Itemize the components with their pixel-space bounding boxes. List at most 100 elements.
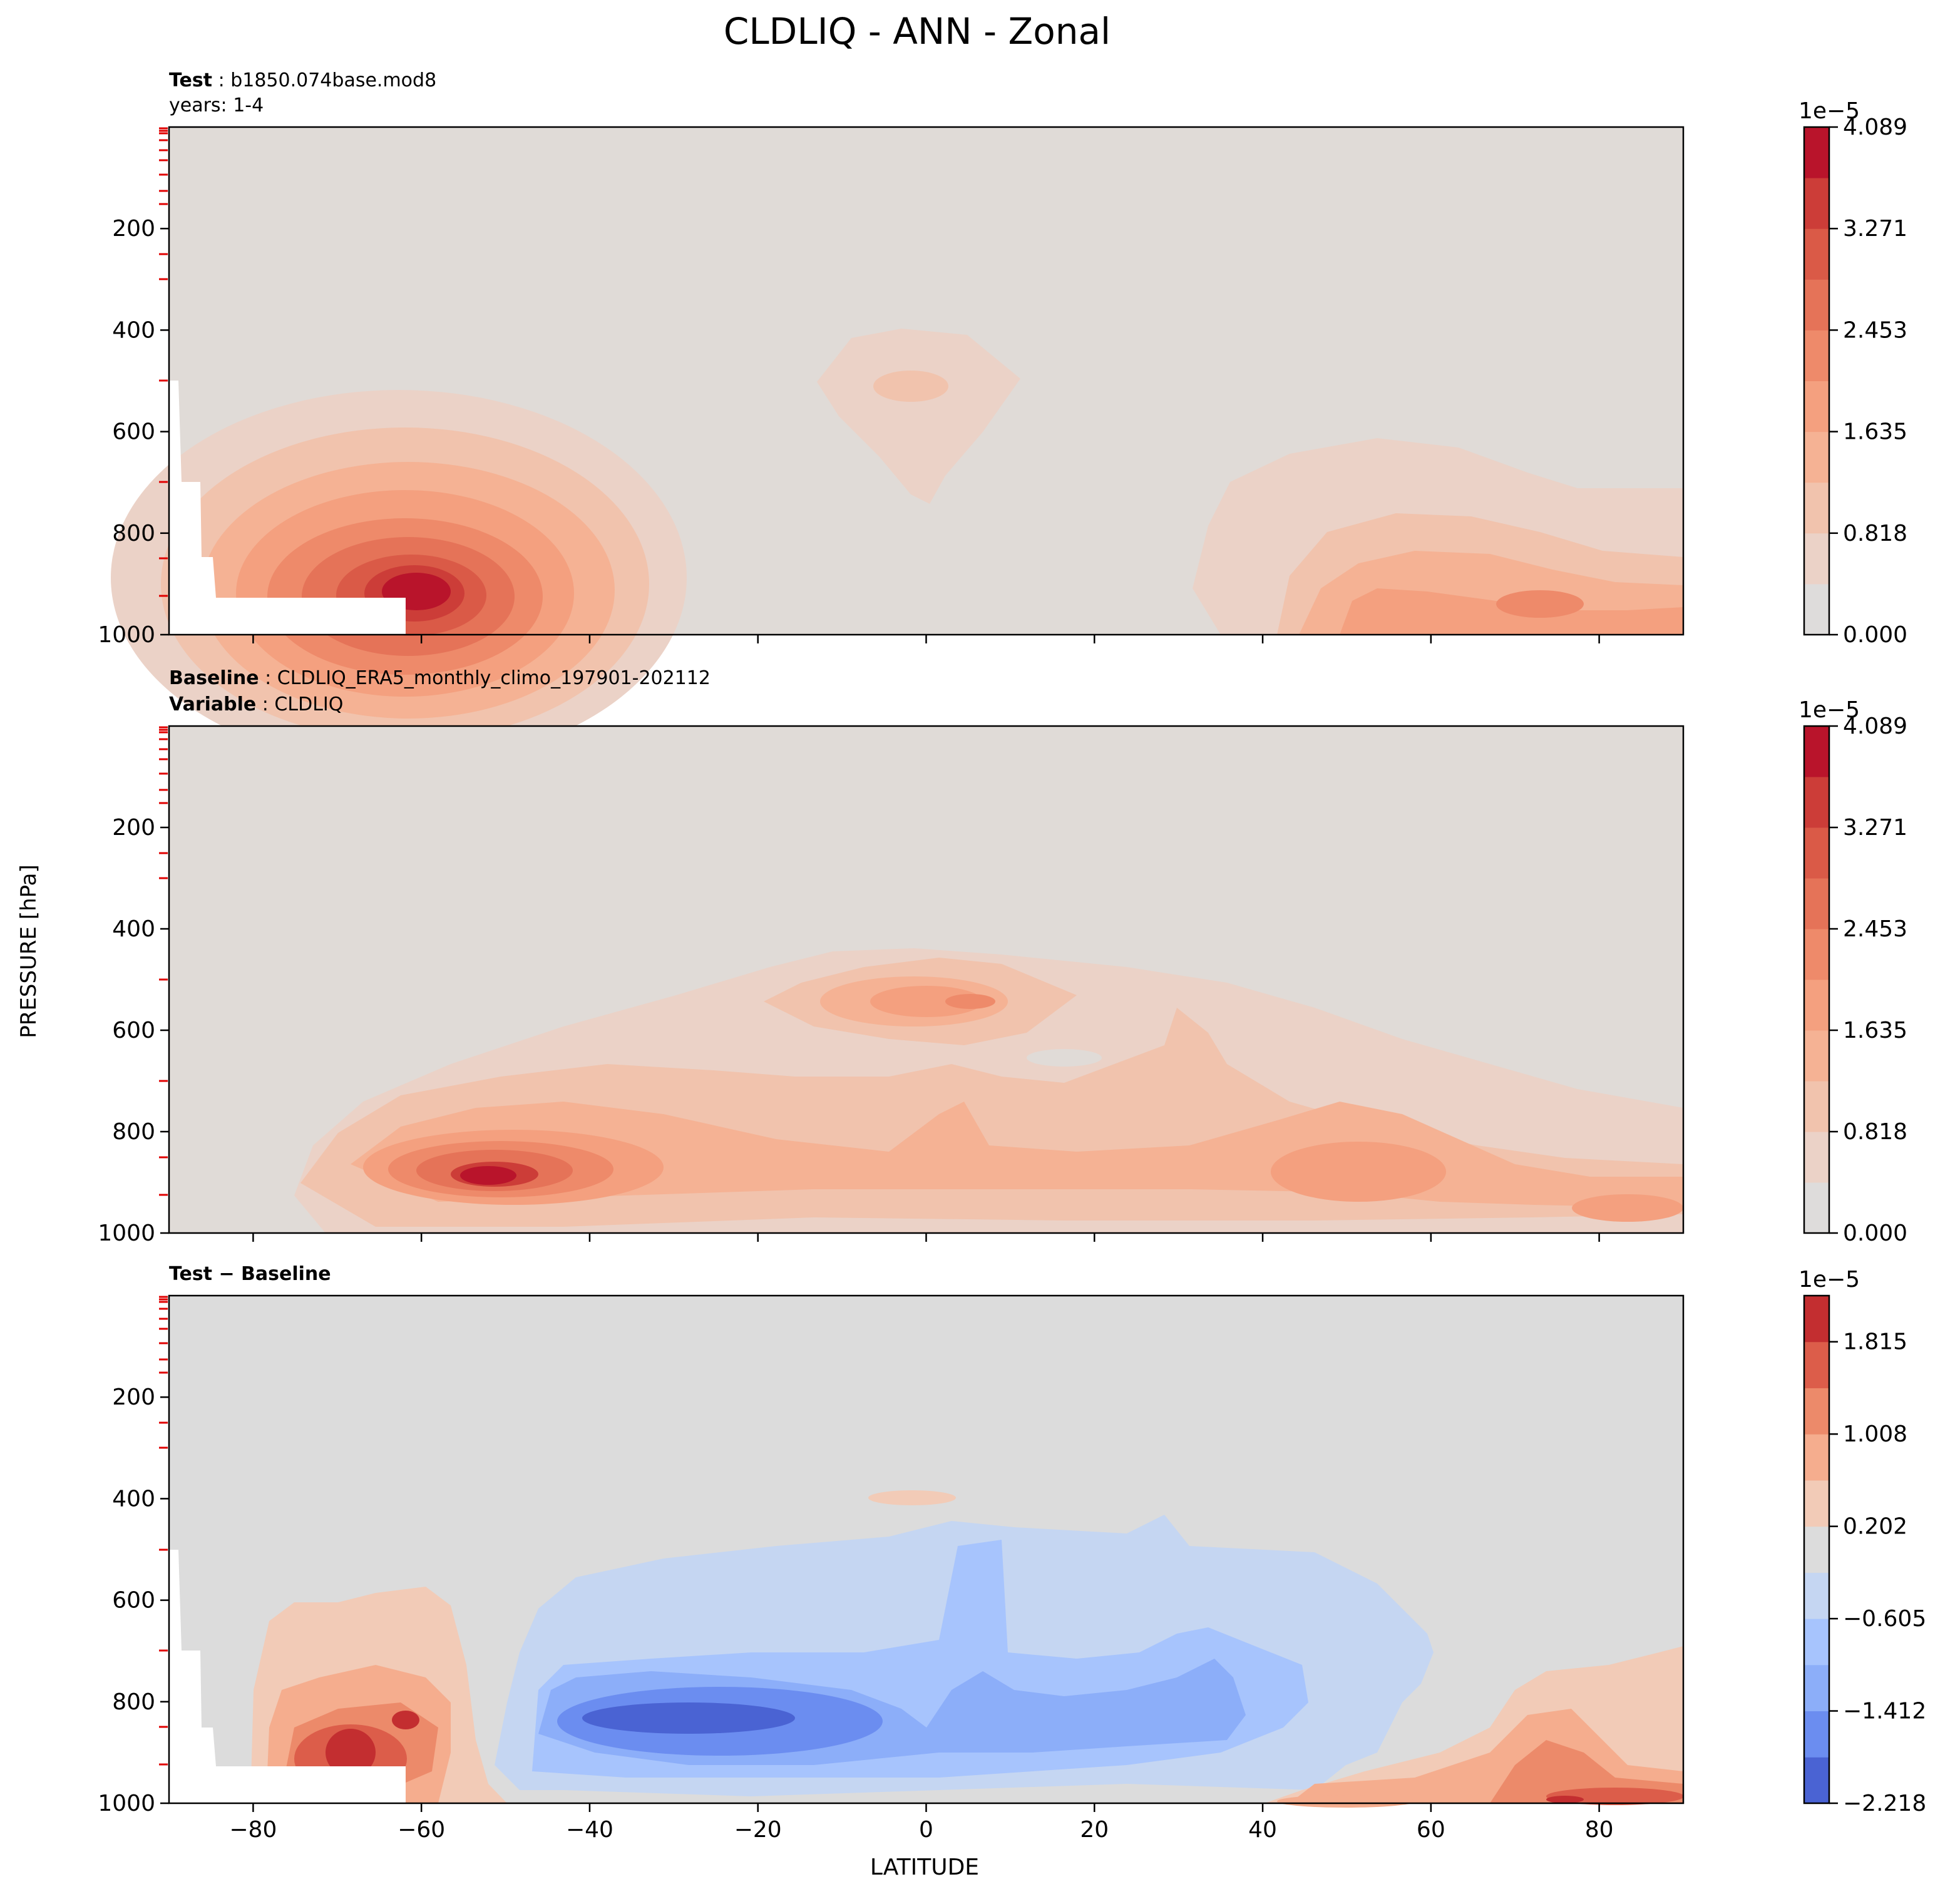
contours-diff-north (868, 1490, 1684, 1808)
colorbar-tick-label: 3.271 (1843, 216, 1907, 242)
panel-test-header-line-1: Test : b1850.074base.mod8 (169, 69, 436, 91)
contours-diff-negative (495, 1515, 1434, 1796)
y-tick-label: 400 (112, 317, 155, 343)
colorbar-bin (1804, 1182, 1829, 1234)
colorbar-tick-label: 1.635 (1843, 1018, 1907, 1043)
panel-baseline-header-line-2: Variable : CLDLIQ (169, 694, 343, 715)
colorbar-exponent: 1e−5 (1798, 1267, 1860, 1292)
y-tick-label: 200 (112, 1385, 155, 1410)
contour-level (868, 1490, 956, 1505)
y-tick-label: 200 (112, 815, 155, 841)
colorbar-bin (1804, 1526, 1829, 1573)
x-tick-label: −40 (566, 1817, 613, 1843)
colorbar-bin (1804, 330, 1829, 381)
colorbar-bin (1804, 726, 1829, 777)
y-tick-label: 600 (112, 1588, 155, 1614)
contour-level (326, 1729, 376, 1776)
colorbar-bin (1804, 1132, 1829, 1183)
y-tick-label: 200 (112, 216, 155, 242)
x-tick-label: −80 (229, 1817, 277, 1843)
contour-level (873, 371, 948, 402)
colorbar-bin (1804, 1388, 1829, 1435)
contour-level (870, 986, 983, 1017)
contours-test-tropics (817, 329, 1020, 504)
x-tick-label: 60 (1417, 1817, 1445, 1843)
y-tick-label: 400 (112, 1486, 155, 1512)
contours-test-north (1193, 438, 1683, 635)
panel-baseline-header-bold: Baseline (169, 667, 259, 689)
colorbar-bin (1804, 482, 1829, 534)
contour-level (817, 329, 1020, 504)
colorbar-bin (1804, 279, 1829, 330)
x-axis-baseline (252, 1233, 1600, 1242)
colorbar-bin (1804, 777, 1829, 828)
panel-baseline-header-line-1: Baseline : CLDLIQ_ERA5_monthly_climo_197… (169, 667, 711, 689)
pressure-level-markers (159, 726, 168, 1196)
missing-data-mask (169, 1550, 406, 1803)
colorbar-bin (1804, 1341, 1829, 1388)
colorbar-tick-label: 0.818 (1843, 1119, 1907, 1145)
contours-baseline (294, 948, 1683, 1233)
colorbar-bin (1804, 381, 1829, 433)
colorbar-tick-label: −2.218 (1843, 1791, 1926, 1816)
y-axis-baseline: 200 400 600 800 1000 (98, 815, 169, 1246)
contour-level (1277, 1795, 1415, 1808)
plot-area: 200 400 600 800 1000 −80 −60 −40 −20 0 20 40 60 80 (98, 1294, 1685, 1843)
y-tick-label: 800 (112, 1119, 155, 1145)
y-tick-label: 600 (112, 1018, 155, 1043)
colorbar-tick-label: 2.453 (1843, 916, 1907, 942)
colorbar-bin (1804, 1572, 1829, 1619)
colorbar-frame (1803, 126, 1830, 636)
colorbar-bin (1804, 1711, 1829, 1758)
panel-test-header-years: years: 1-4 (169, 95, 264, 116)
y-axis-test: 200 400 600 800 1000 (98, 216, 169, 648)
colorbar-exponent: 1e−5 (1798, 697, 1860, 723)
x-tick-label: 20 (1080, 1817, 1109, 1843)
x-axis-diff: −80 −60 −40 −20 0 20 40 60 80 (229, 1803, 1614, 1843)
colorbar-bin (1804, 1664, 1829, 1712)
colorbar-frame (1803, 725, 1830, 1234)
x-tick-label: 0 (919, 1817, 933, 1843)
y-axis-diff: 200 400 600 800 1000 (98, 1385, 169, 1816)
colorbar-tick-label: 1.635 (1843, 419, 1907, 445)
contour-level (1496, 590, 1584, 618)
plot-area: 200 400 600 800 1000 (98, 725, 1685, 1246)
colorbar-tick-label: 1.008 (1843, 1421, 1907, 1447)
colorbar-bin (1804, 1757, 1829, 1804)
colorbar-bin (1804, 878, 1829, 929)
y-tick-label: 400 (112, 916, 155, 942)
x-tick-label: −60 (398, 1817, 445, 1843)
y-tick-label: 800 (112, 521, 155, 546)
colorbar-bin (1804, 1480, 1829, 1527)
contour-level (1271, 1142, 1446, 1202)
pressure-level-markers (159, 1296, 168, 1766)
contour-level (460, 1166, 516, 1185)
colorbar-tick-label: −0.605 (1843, 1606, 1926, 1632)
plot-area: 200 400 600 800 1000 (98, 126, 1685, 765)
colorbar-tick-label: 0.000 (1843, 622, 1907, 648)
colorbar-bin (1804, 980, 1829, 1031)
panel-diff: Test − Baseline (98, 1263, 1926, 1843)
contour-level (392, 1711, 419, 1729)
colorbar-tick-label: 0.202 (1843, 1514, 1907, 1540)
panel-diff-header-bold: Test − Baseline (169, 1263, 331, 1285)
colorbar-tick-label: 0.000 (1843, 1221, 1907, 1246)
colorbar-bin (1804, 827, 1829, 879)
x-axis-label: LATITUDE (870, 1855, 979, 1880)
contour-level (1027, 1049, 1102, 1067)
colorbar-bin (1804, 1030, 1829, 1082)
y-tick-label: 800 (112, 1689, 155, 1715)
panel-test: Test : b1850.074base.mod8 years: 1-4 (98, 69, 1907, 765)
colorbar-frame (1803, 1294, 1830, 1804)
y-tick-label: 600 (112, 419, 155, 445)
colorbar-tick-label: 1.815 (1843, 1329, 1907, 1355)
colorbar-bin (1804, 178, 1829, 229)
colorbar-bin (1804, 533, 1829, 585)
panel-test-header-bold: Test (169, 69, 212, 91)
panel-baseline-variable-bold: Variable (169, 694, 256, 715)
colorbar-tick-label: −1.412 (1843, 1699, 1926, 1724)
colorbar-bin (1804, 1619, 1829, 1666)
colorbar-bin (1804, 1081, 1829, 1132)
missing-data-mask (169, 381, 406, 635)
